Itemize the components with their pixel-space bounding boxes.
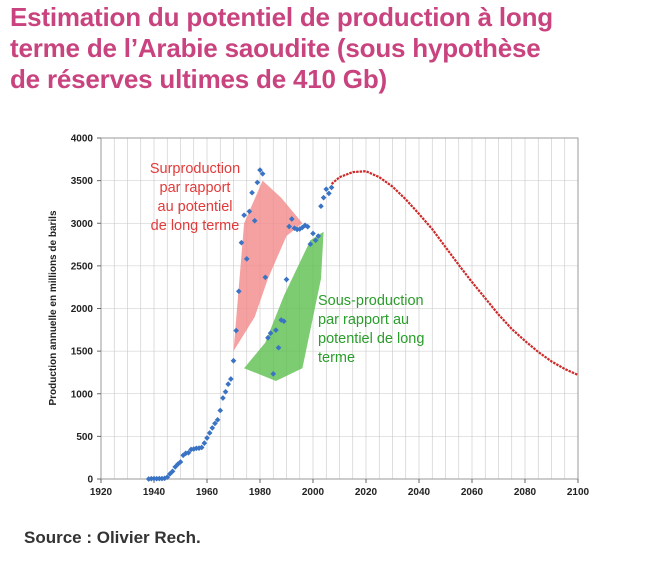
y-axis-label: Production annuelle en millions de baril…: [48, 210, 59, 405]
data-point-historical: [177, 459, 184, 465]
data-point-historical: [217, 407, 224, 414]
x-tick-label: 2100: [567, 487, 590, 498]
y-tick-label: 0: [87, 475, 93, 486]
data-point-historical: [212, 420, 218, 427]
axes: 1920 1940 1960 1980 2000 2020 2040 2060 2080 2100…: [71, 134, 590, 499]
y-tick-label: 4000: [71, 134, 94, 145]
data-point-historical: [241, 212, 247, 218]
zone-label-over: de long terme: [151, 218, 240, 234]
x-tick-label: 2040: [408, 487, 431, 498]
data-point-historical: [164, 474, 171, 481]
data-point-historical: [262, 274, 269, 281]
data-point-historical: [265, 334, 271, 341]
zone-label-over: par rapport: [160, 180, 231, 196]
data-point-historical: [312, 237, 319, 244]
zone-label-under: par rapport au: [318, 312, 409, 328]
data-point-historical: [283, 276, 290, 283]
x-tick-label: 1940: [143, 487, 166, 498]
data-point-historical: [286, 223, 292, 230]
data-point-historical: [169, 468, 176, 475]
title-line-3: de réserves ultimes de 410 Gb): [10, 64, 387, 94]
zone-label-over: au potentiel: [158, 199, 233, 215]
x-tick-label: 1980: [249, 487, 272, 498]
x-tick-label: 2000: [302, 487, 325, 498]
zone-label-under: Sous-production: [318, 293, 424, 309]
x-tick-label: 2020: [355, 487, 378, 498]
data-point-historical: [318, 203, 324, 210]
zones: [233, 180, 324, 381]
data-point-historical: [315, 233, 322, 239]
data-point-historical: [246, 208, 253, 215]
data-point-historical: [307, 241, 314, 247]
title-line-1: Estimation du potentiel de production à …: [10, 2, 553, 32]
y-tick-label: 3000: [71, 219, 94, 230]
zone-label-under: terme: [318, 350, 355, 366]
data-point-historical: [230, 357, 237, 364]
x-tick-label: 1920: [90, 487, 113, 498]
zone-over: [233, 180, 303, 352]
data-point-historical: [310, 230, 316, 237]
series-line-potential: [330, 170, 579, 377]
zone-under: [244, 231, 324, 381]
data-point-historical: [222, 388, 229, 395]
y-tick-label: 2000: [71, 304, 94, 315]
data-point-historical: [228, 376, 234, 382]
y-tick-label: 500: [76, 432, 93, 443]
data-point-historical: [235, 288, 242, 295]
title-line-2: terme de l’Arabie saoudite (sous hypothè…: [10, 33, 541, 63]
chart-title: Estimation du potentiel de production à …: [10, 2, 640, 95]
data-point-historical: [243, 256, 250, 262]
data-point-historical: [281, 318, 287, 325]
data-point-historical: [198, 444, 205, 451]
data-point-historical: [288, 216, 295, 222]
data-point-historical: [251, 217, 258, 224]
data-point-historical: [254, 179, 261, 186]
data-point-historical: [225, 381, 232, 387]
y-tick-label: 1500: [71, 347, 94, 358]
source-note: Source : Olivier Rech.: [24, 528, 201, 547]
y-tick-label: 3500: [71, 176, 94, 187]
x-tick-label: 2080: [514, 487, 537, 498]
x-tick-label: 2060: [461, 487, 484, 498]
y-tick-label: 2500: [71, 261, 94, 272]
data-point-historical: [204, 435, 210, 441]
data-point-historical: [326, 190, 332, 197]
annotations: Surproduction par rapport au potentiel de l…: [150, 161, 425, 366]
data-point-historical: [206, 430, 213, 436]
x-tick-label: 1960: [196, 487, 219, 498]
data-point-historical: [214, 417, 221, 423]
data-point-historical: [267, 330, 274, 336]
data-point-historical: [257, 167, 263, 173]
data-point-historical: [323, 186, 330, 192]
data-point-historical: [273, 327, 279, 333]
data-point-historical: [270, 371, 277, 377]
data-point-historical: [320, 194, 327, 201]
data-point-historical: [209, 425, 216, 431]
y-tick-label: 1000: [71, 389, 94, 400]
data-point-historical: [233, 327, 239, 334]
data-point-historical: [185, 449, 192, 456]
zone-label-over: Surproduction: [150, 161, 240, 177]
data-point-historical: [249, 189, 255, 196]
data-point-historical: [259, 170, 266, 177]
zone-label-under: potentiel de long: [318, 331, 424, 347]
data-point-historical: [275, 344, 282, 351]
data-point-historical: [201, 440, 208, 446]
data-point-historical: [220, 395, 226, 401]
data-point-historical: [304, 223, 311, 230]
series: [145, 167, 579, 482]
data-point-historical: [328, 184, 335, 191]
data-point-historical: [238, 239, 245, 246]
